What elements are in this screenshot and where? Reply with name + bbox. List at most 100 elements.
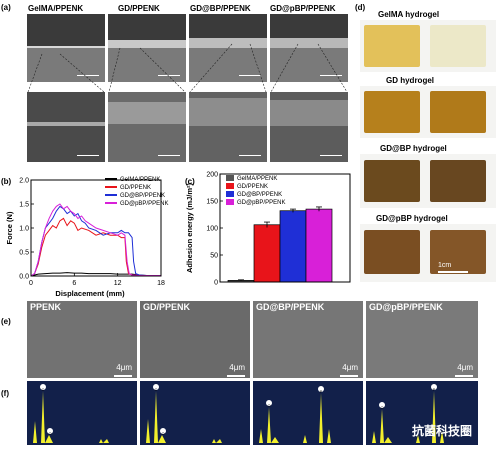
panel-label-c: (c) (185, 177, 195, 186)
chart-b-series-1 (30, 217, 161, 277)
surface-scale-3: 4μm (342, 363, 358, 372)
eds-spectrum-1-peak-label-1: O (48, 431, 51, 436)
chart-c-bar-2 (279, 210, 307, 283)
chart-b-frame (30, 179, 162, 277)
panel-label-b: (b) (1, 177, 12, 186)
legend-b-label-3: GD@BP/PPENK (120, 193, 166, 199)
chart-c-bar-1 (253, 224, 281, 283)
sem-top-gdbp (189, 14, 267, 82)
chart-c-frame (219, 173, 351, 283)
surface-title-2: GD/PPENK (143, 302, 191, 312)
sem-top-gd (108, 14, 186, 82)
chart-c-bar-3 (305, 208, 333, 283)
eds-spectrum-3-peak-label-0: O (267, 403, 270, 408)
chart-b-series-2 (30, 205, 161, 277)
chart-b-ytick-label-2: 1.0 (19, 226, 29, 233)
adhesion-energy-chart: 0 50 100 150 200 Adhesion energy (mJ/m²) (185, 172, 351, 287)
eds-spectrum-4: OP (366, 384, 478, 443)
eds-spectrum-2-peak-label-0: C (155, 387, 158, 392)
sem-zoom-gd (108, 92, 186, 162)
photo-scale-text: 1cm (438, 262, 452, 269)
legend-c-item-4: GD@pBP/PPENK (226, 199, 285, 207)
chart-b-xtick-label-0: 0 (29, 280, 33, 287)
chart-c-legend: GelMA/PPENK GD/PPENK GD@BP/PPENK GD@pBP/… (226, 175, 285, 207)
chart-c-ytick-label-2: 100 (206, 226, 218, 233)
legend-b-item-4: GD@pBP/PPENK (105, 200, 168, 208)
chart-c-ytick-label-0: 0 (214, 280, 218, 287)
eds-spectrum-4-peak-label-0: O (380, 405, 383, 410)
legend-b-item-2: GD/PPENK (105, 184, 168, 192)
photo-gelma (360, 20, 496, 72)
panel-d-title-1: GelMA hydrogel (378, 10, 440, 19)
surface-title-4: GD@pBP/PPENK (369, 302, 443, 312)
chart-b-xtick-label-3: 18 (157, 280, 165, 287)
surface-scalebar-4 (455, 375, 473, 377)
legend-c-label-3: GD@BP/PPENK (237, 192, 283, 198)
surface-title-1: PPENK (30, 302, 62, 312)
photo-gd (360, 86, 496, 138)
panel-a-title-1: GelMA/PPENK (28, 4, 84, 13)
chart-c-ytick-label-4: 200 (206, 172, 218, 179)
chart-b-ytick-label-1: 0.5 (19, 250, 29, 257)
surface-sem-gdpbp: GD@pBP/PPENK 4μm (366, 301, 478, 378)
surface-scalebar-2 (227, 375, 245, 377)
panel-label-f: (f) (1, 389, 9, 398)
panel-d-title-4: GD@pBP hydrogel (376, 214, 448, 223)
chart-b-ytick-label-0: 0.0 (19, 274, 29, 281)
chart-b-ytick-label-3: 1.5 (19, 202, 29, 209)
sem-top-gelma (27, 14, 105, 82)
chart-c-ytick-label-3: 150 (206, 199, 218, 206)
eds-spectrum-4-peak-label-1: P (433, 387, 436, 392)
panel-a-title-4: GD@pBP/PPENK (270, 4, 336, 13)
surface-sem-ppenk: PPENK 4μm (27, 301, 137, 378)
legend-c-label-4: GD@pBP/PPENK (237, 200, 286, 206)
surface-sem-gdbp: GD@BP/PPENK 4μm (253, 301, 363, 378)
panel-a-title-3: GD@BP/PPENK (190, 4, 251, 13)
legend-c-label-2: GD/PPENK (237, 184, 269, 190)
surface-scale-4: 4μm (457, 363, 473, 372)
chart-b-xtick-label-2: 12 (114, 280, 122, 287)
chart-b-legend: GelMA/PPENK GD/PPENK GD@BP/PPENK GD@pBP/… (105, 176, 168, 208)
legend-c-item-3: GD@BP/PPENK (226, 191, 285, 199)
force-displacement-chart: 0 6 12 180.00.51.01.52.0 Displacement (mm) … (5, 178, 165, 299)
eds-spectrum-1-peak-label-0: C (42, 387, 45, 392)
chart-c-ylabel: Adhesion energy (mJ/m²) (185, 182, 194, 273)
watermark-text: 抗菌科技圈 (411, 424, 472, 438)
legend-b-item-1: GelMA/PPENK (105, 176, 168, 184)
photo-gdbp (360, 154, 496, 208)
sem-zoom-gdbp (189, 92, 267, 162)
sem-top-gdpbp (270, 14, 348, 82)
surface-scale-2: 4μm (229, 363, 245, 372)
panel-label-e: (e) (1, 317, 11, 326)
eds-spectrum-2: CO (140, 384, 250, 443)
legend-b-label-2: GD/PPENK (120, 185, 152, 191)
legend-b-label-1: GelMA/PPENK (120, 177, 161, 183)
chart-b-ytick-label-4: 2.0 (19, 178, 29, 185)
sem-zoom-gelma (27, 92, 105, 162)
eds-spectrum-3-peak-label-1: P (320, 389, 323, 394)
panel-label-a: (a) (1, 3, 11, 12)
photo-scale-bar (438, 271, 468, 273)
legend-c-label-1: GelMA/PPENK (237, 176, 278, 182)
surface-scalebar-1 (114, 375, 132, 377)
legend-c-item-2: GD/PPENK (226, 183, 285, 191)
photo-gdpbp: 1cm (360, 224, 496, 282)
sem-zoom-gdpbp (270, 92, 348, 162)
surface-title-3: GD@BP/PPENK (256, 302, 325, 312)
legend-b-label-4: GD@pBP/PPENK (120, 201, 169, 207)
panel-d-title-2: GD hydrogel (386, 76, 435, 85)
chart-c-ytick-label-1: 50 (210, 253, 218, 260)
panel-d-title-3: GD@BP hydrogel (380, 144, 447, 153)
surface-scale-1: 4μm (116, 363, 132, 372)
chart-b-ylabel: Force (N) (5, 211, 14, 244)
eds-spectrum-3: OP (253, 386, 363, 443)
panel-label-d: (d) (355, 3, 366, 12)
eds-spectrum-2-peak-label-1: O (161, 431, 164, 436)
surface-scalebar-3 (340, 375, 358, 377)
legend-b-item-3: GD@BP/PPENK (105, 192, 168, 200)
legend-c-item-1: GelMA/PPENK (226, 175, 285, 183)
